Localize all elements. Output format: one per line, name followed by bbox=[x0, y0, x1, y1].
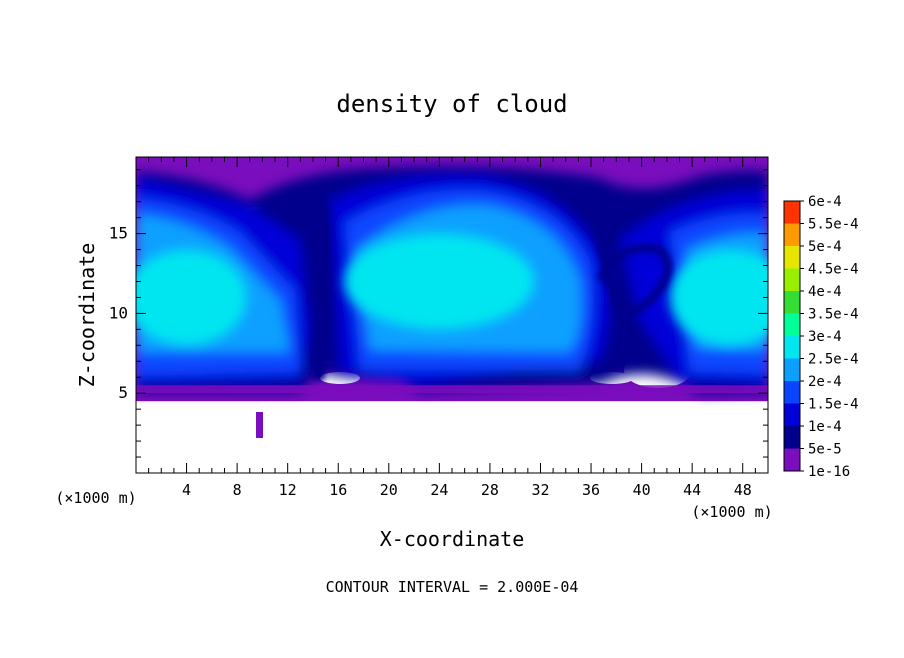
x-tick-label: 8 bbox=[233, 481, 242, 499]
field-cores bbox=[136, 233, 768, 346]
x-tick-label: 20 bbox=[380, 481, 398, 499]
x-tick-label: 48 bbox=[734, 481, 752, 499]
colorbar-label: 1e-16 bbox=[808, 464, 850, 480]
colorbar-label: 3.5e-4 bbox=[808, 307, 859, 323]
contour-interval-footer: CONTOUR INTERVAL = 2.000E-04 bbox=[326, 578, 579, 596]
chart-title: density of cloud bbox=[336, 90, 567, 118]
colorbar-label: 1.5e-4 bbox=[808, 397, 859, 413]
colorbar-label: 6e-4 bbox=[808, 194, 842, 210]
field-base-fringe bbox=[136, 385, 768, 394]
colorbar-label: 4e-4 bbox=[808, 284, 842, 300]
field-drip bbox=[256, 412, 263, 438]
field-core-left-thermal bbox=[136, 249, 247, 346]
x-tick-label: 36 bbox=[582, 481, 600, 499]
colorbar-swatch bbox=[784, 291, 800, 314]
x-tick-label: 4 bbox=[182, 481, 191, 499]
x-tick-label: 12 bbox=[279, 481, 297, 499]
z-unit-label: (×1000 m) bbox=[55, 489, 136, 507]
colorbar-label: 3e-4 bbox=[808, 329, 842, 345]
x-axis: 4 8 12 16 20 24 28 32 36 40 44 48 bbox=[148, 157, 756, 499]
colorbar-swatch bbox=[784, 201, 800, 224]
colorbar-label: 1e-4 bbox=[808, 419, 842, 435]
x-tick-label: 16 bbox=[329, 481, 347, 499]
x-tick-label: 40 bbox=[633, 481, 651, 499]
y-tick-label: 15 bbox=[109, 224, 128, 243]
colorbar-swatch bbox=[784, 403, 800, 426]
plot-area bbox=[136, 157, 768, 473]
colorbar-label: 5e-5 bbox=[808, 442, 842, 458]
x-tick-label: 44 bbox=[683, 481, 701, 499]
colorbar-label: 4.5e-4 bbox=[808, 262, 859, 278]
colorbar-swatch bbox=[784, 246, 800, 269]
y-tick-label: 5 bbox=[118, 383, 128, 402]
field-downdraft-right bbox=[595, 229, 645, 363]
x-tick-label: 24 bbox=[430, 481, 448, 499]
colorbar-swatch bbox=[784, 223, 800, 246]
y-axis-title: Z-coordinate bbox=[75, 243, 99, 388]
colorbar-swatch bbox=[784, 448, 800, 471]
colorbar-swatch bbox=[784, 336, 800, 359]
colorbar-label: 2e-4 bbox=[808, 374, 842, 390]
field-core-right-thermal bbox=[670, 249, 768, 346]
colorbar-label: 5e-4 bbox=[808, 239, 842, 255]
colorbar: 1e-16 5e-5 1e-4 1.5e-4 2e-4 2.5e-4 3e-4 3.5e-4 4… bbox=[783, 194, 859, 480]
x-axis-title: X-coordinate bbox=[380, 527, 525, 551]
x-tick-label: 28 bbox=[481, 481, 499, 499]
x-unit-label: (×1000 m) bbox=[691, 503, 772, 521]
colorbar-swatch bbox=[784, 313, 800, 336]
colorbar-swatch bbox=[784, 381, 800, 404]
cloud-field bbox=[136, 157, 768, 438]
colorbar-label: 2.5e-4 bbox=[808, 352, 859, 368]
field-downdraft bbox=[312, 199, 331, 381]
colorbar-label: 5.5e-4 bbox=[808, 217, 859, 233]
y-axis: 5 10 15 bbox=[109, 169, 768, 458]
field-vortex bbox=[596, 244, 672, 314]
colorbar-swatch bbox=[784, 426, 800, 449]
colorbar-swatch bbox=[784, 358, 800, 381]
field-swirls bbox=[312, 199, 672, 381]
x-tick-label: 32 bbox=[531, 481, 549, 499]
field-core-central-thermal bbox=[344, 233, 535, 330]
colorbar-swatch bbox=[784, 268, 800, 291]
y-tick-label: 10 bbox=[109, 303, 128, 322]
